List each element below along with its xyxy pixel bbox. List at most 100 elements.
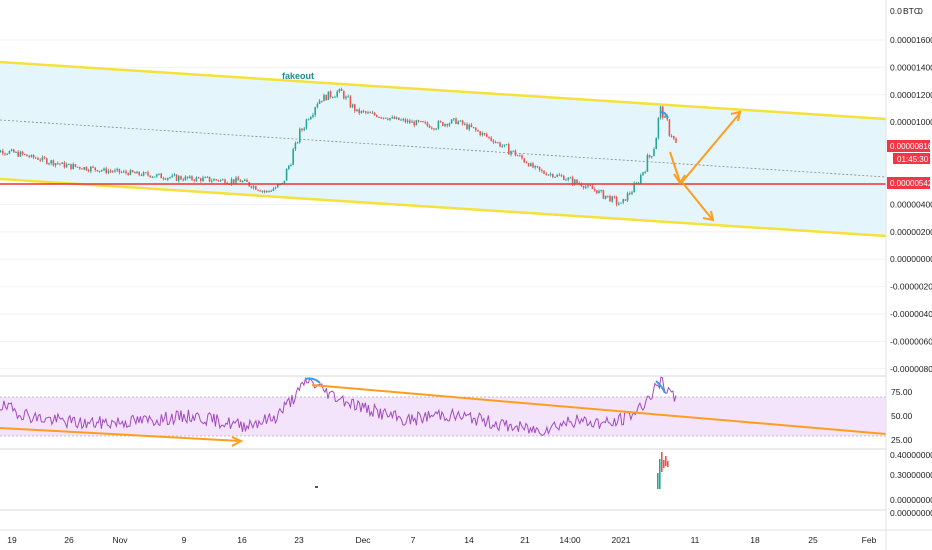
candle-body bbox=[17, 151, 19, 157]
candle-body bbox=[0, 150, 2, 153]
candle-body bbox=[365, 111, 367, 113]
candle-body bbox=[70, 163, 72, 170]
price-divergence-mark bbox=[659, 111, 669, 119]
candle-body bbox=[653, 149, 655, 157]
candle-body bbox=[94, 167, 96, 170]
time-tick-label: 23 bbox=[294, 535, 304, 545]
volume-bar bbox=[657, 473, 659, 489]
candle-body bbox=[400, 119, 402, 121]
candle-body bbox=[622, 199, 624, 203]
time-tick-label: 19 bbox=[7, 535, 17, 545]
candle-body bbox=[191, 176, 193, 180]
rsi-trendline-down bbox=[311, 384, 887, 435]
candle-body bbox=[340, 89, 343, 91]
candle-body bbox=[387, 118, 389, 120]
candle-body bbox=[162, 178, 165, 180]
candle-body bbox=[37, 158, 39, 160]
candle-body bbox=[398, 117, 400, 120]
candle-body bbox=[241, 180, 244, 182]
candle-body bbox=[244, 179, 246, 181]
candle-body bbox=[477, 130, 479, 132]
candle-body bbox=[646, 154, 649, 172]
candle-body bbox=[283, 180, 286, 183]
volume-bar bbox=[315, 486, 318, 488]
candle-body bbox=[129, 170, 132, 175]
candle-body bbox=[237, 177, 239, 181]
candle-body bbox=[48, 163, 50, 165]
candle-body bbox=[151, 176, 154, 178]
candle-body bbox=[15, 151, 17, 153]
price-tick-label: 0.00001400 bbox=[890, 62, 932, 72]
candle-body bbox=[105, 168, 107, 173]
candle-body bbox=[327, 91, 330, 101]
candle-body bbox=[580, 183, 583, 187]
candle-body bbox=[448, 123, 451, 126]
candle-body bbox=[503, 144, 506, 146]
candle-body bbox=[263, 190, 266, 192]
volume-bars bbox=[315, 452, 669, 489]
candle-body bbox=[4, 153, 6, 155]
candle-body bbox=[186, 176, 189, 178]
candle-body bbox=[409, 120, 411, 123]
price-tick-label: 0.00000200 bbox=[890, 227, 932, 237]
candle-body bbox=[459, 120, 462, 122]
candle-body bbox=[259, 190, 261, 192]
time-tick-label: Dec bbox=[355, 535, 371, 545]
candle-body bbox=[222, 179, 224, 181]
candle-body bbox=[167, 177, 169, 180]
candle-body bbox=[648, 154, 651, 158]
candle-body bbox=[39, 159, 41, 161]
candle-body bbox=[30, 155, 33, 157]
candle-body bbox=[285, 168, 288, 181]
candle-body bbox=[160, 173, 162, 179]
candle-body bbox=[422, 121, 424, 123]
time-tick-label: 14:00 bbox=[559, 535, 581, 545]
candle-body bbox=[567, 177, 569, 180]
price-tick-partial: 0.0 bbox=[890, 6, 902, 16]
candle-body bbox=[134, 172, 136, 174]
candle-body bbox=[508, 144, 510, 155]
candle-body bbox=[532, 163, 534, 168]
candle-body bbox=[307, 119, 310, 121]
candle-body bbox=[620, 202, 622, 204]
candle-body bbox=[211, 180, 213, 182]
time-tick-label: Nov bbox=[112, 535, 128, 545]
candle-body bbox=[270, 190, 272, 192]
candle-body bbox=[655, 137, 657, 150]
candle-body bbox=[147, 172, 149, 176]
candle-body bbox=[538, 166, 541, 171]
candle-body bbox=[189, 176, 191, 178]
candle-body bbox=[123, 171, 125, 173]
price-candles bbox=[0, 87, 677, 207]
candle-body bbox=[549, 174, 552, 176]
candle-body bbox=[334, 96, 336, 98]
candle-body bbox=[336, 91, 338, 97]
candle-body bbox=[277, 184, 279, 188]
price-tick-label: 0.00001200 bbox=[890, 90, 932, 100]
candle-body bbox=[303, 128, 305, 131]
candle-body bbox=[591, 185, 594, 190]
price-tick-label: 0.00001000 bbox=[890, 117, 932, 127]
candle-body bbox=[142, 172, 145, 176]
price-tick-label: 0.00001600 bbox=[890, 35, 932, 45]
candle-body bbox=[442, 122, 444, 126]
candle-body bbox=[224, 179, 226, 183]
candle-body bbox=[325, 94, 327, 101]
candle-body bbox=[481, 133, 484, 136]
candle-body bbox=[624, 199, 627, 201]
candle-body bbox=[644, 171, 646, 173]
candle-body bbox=[294, 143, 297, 150]
candle-body bbox=[642, 172, 644, 176]
candle-body bbox=[41, 157, 44, 161]
candle-body bbox=[103, 168, 105, 171]
candle-body bbox=[323, 94, 325, 102]
candle-body bbox=[536, 166, 539, 168]
volume-tick-label: 0.00000000 bbox=[890, 508, 932, 518]
candle-body bbox=[127, 173, 129, 175]
candle-body bbox=[602, 190, 605, 199]
candle-body bbox=[426, 122, 429, 126]
volume-bar bbox=[667, 461, 669, 467]
rsi-tick-label: 50.00 bbox=[891, 411, 913, 421]
